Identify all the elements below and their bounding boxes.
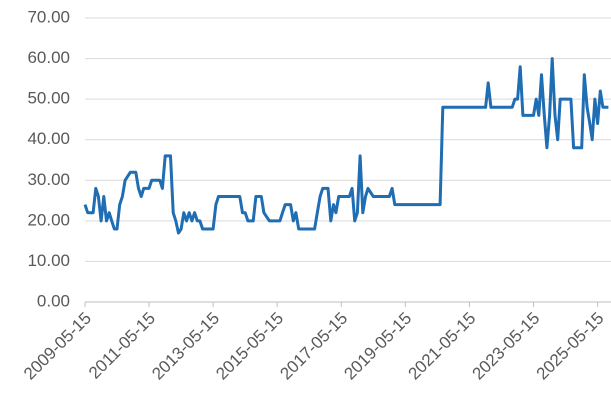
y-tick-label: 60.00 [27,48,70,67]
x-tick-label: 2023-05-15 [469,309,544,384]
y-tick-label: 50.00 [27,89,70,108]
x-tick-label: 2025-05-15 [533,309,608,384]
y-tick-label: 10.00 [27,251,70,270]
line-series [83,57,609,235]
x-tick-label: 2009-05-15 [20,309,95,384]
y-tick-label: 70.00 [27,7,70,26]
y-tick-label: 30.00 [27,170,70,189]
x-tick-label: 2011-05-15 [85,309,159,383]
x-tick-label: 2019-05-15 [340,309,415,384]
y-tick-label: 0.00 [37,291,70,310]
x-tick-label: 2021-05-15 [405,309,480,384]
y-tick-label: 20.00 [27,210,70,229]
y-tick-label: 40.00 [27,129,70,148]
x-tick-label: 2015-05-15 [212,309,287,384]
x-tick-label: 2013-05-15 [148,309,223,384]
x-tick-label: 2017-05-15 [276,309,351,384]
